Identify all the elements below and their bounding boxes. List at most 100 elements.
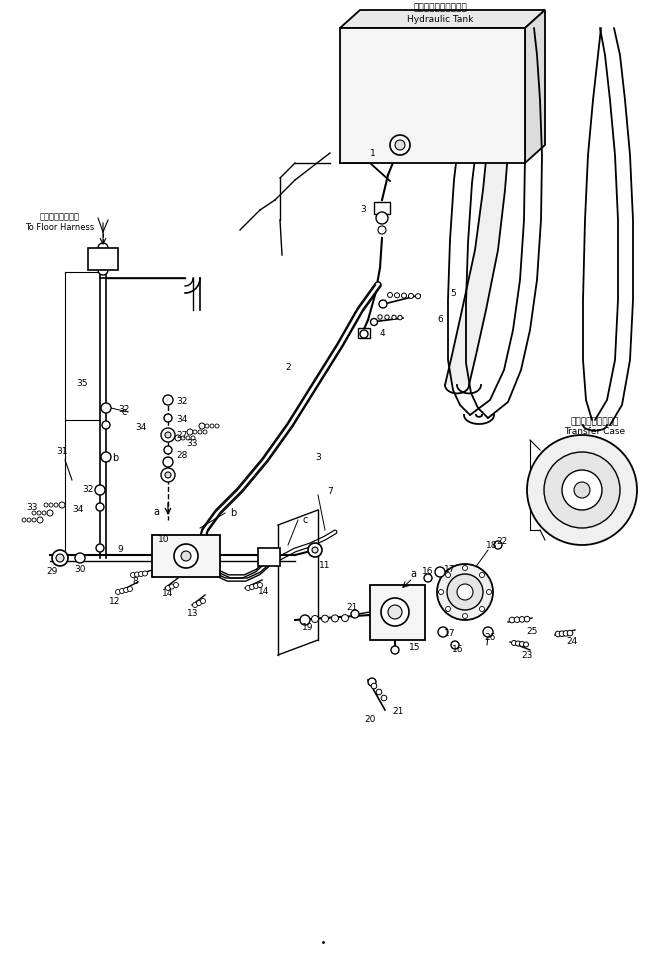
- Circle shape: [516, 641, 520, 646]
- Circle shape: [37, 517, 43, 523]
- Circle shape: [75, 553, 85, 563]
- Bar: [340, 28, 525, 163]
- Circle shape: [520, 642, 525, 646]
- Text: 18: 18: [487, 541, 498, 550]
- Circle shape: [446, 573, 450, 577]
- Circle shape: [197, 600, 201, 605]
- Text: Hydraulic Tank: Hydraulic Tank: [407, 14, 473, 24]
- Text: トランスファケース: トランスファケース: [571, 417, 619, 427]
- Circle shape: [395, 292, 399, 298]
- Text: 11: 11: [319, 560, 331, 570]
- Circle shape: [385, 315, 389, 319]
- Text: 3: 3: [360, 205, 366, 215]
- Circle shape: [135, 572, 140, 577]
- Circle shape: [395, 140, 405, 150]
- Text: ハイドロリックタンク: ハイドロリックタンク: [413, 4, 467, 12]
- Circle shape: [199, 423, 205, 429]
- Text: 19: 19: [302, 623, 314, 633]
- Circle shape: [390, 135, 410, 155]
- Circle shape: [47, 510, 53, 516]
- Circle shape: [514, 617, 520, 622]
- Circle shape: [124, 588, 129, 593]
- Text: 22: 22: [496, 537, 508, 547]
- Text: 25: 25: [526, 627, 538, 637]
- Circle shape: [574, 482, 590, 498]
- Circle shape: [164, 446, 172, 454]
- Circle shape: [381, 695, 387, 701]
- Circle shape: [250, 584, 254, 590]
- Circle shape: [483, 627, 493, 637]
- Text: 23: 23: [521, 650, 532, 660]
- Circle shape: [198, 430, 202, 434]
- Text: 33: 33: [27, 503, 38, 512]
- Circle shape: [120, 589, 124, 594]
- Polygon shape: [492, 28, 515, 65]
- Circle shape: [439, 590, 443, 595]
- Circle shape: [311, 616, 318, 622]
- Text: 5: 5: [450, 289, 456, 297]
- Circle shape: [205, 424, 209, 428]
- Circle shape: [360, 330, 368, 338]
- Text: 32: 32: [82, 485, 94, 495]
- Circle shape: [22, 518, 26, 522]
- Circle shape: [116, 590, 120, 595]
- Text: 32: 32: [118, 406, 129, 414]
- Circle shape: [308, 543, 322, 557]
- Text: 29: 29: [47, 568, 58, 576]
- Circle shape: [402, 293, 406, 298]
- Circle shape: [193, 602, 197, 607]
- Circle shape: [161, 428, 175, 442]
- Circle shape: [388, 292, 393, 297]
- Text: 33: 33: [186, 439, 198, 449]
- Text: 24: 24: [566, 638, 578, 646]
- Circle shape: [487, 590, 492, 595]
- Circle shape: [37, 511, 41, 515]
- Circle shape: [186, 436, 190, 440]
- Text: 14: 14: [258, 588, 270, 596]
- Text: 32: 32: [177, 397, 188, 407]
- Polygon shape: [483, 140, 509, 190]
- Circle shape: [351, 610, 359, 618]
- Text: 27: 27: [177, 431, 188, 439]
- Circle shape: [371, 683, 377, 689]
- Circle shape: [191, 436, 195, 440]
- Circle shape: [174, 544, 198, 568]
- Circle shape: [312, 547, 318, 553]
- Text: 8: 8: [132, 577, 138, 587]
- Circle shape: [379, 300, 387, 308]
- Circle shape: [378, 226, 386, 234]
- Text: a: a: [410, 569, 416, 579]
- Circle shape: [342, 615, 349, 621]
- Circle shape: [376, 690, 382, 695]
- Text: 34: 34: [177, 415, 188, 425]
- Bar: [152, 535, 220, 577]
- Circle shape: [54, 503, 58, 507]
- Bar: [374, 202, 390, 214]
- Text: 2: 2: [285, 363, 291, 372]
- Circle shape: [555, 631, 561, 637]
- Circle shape: [519, 617, 525, 622]
- Circle shape: [95, 485, 105, 495]
- Circle shape: [170, 584, 175, 589]
- Circle shape: [494, 541, 502, 549]
- Text: 12: 12: [109, 596, 121, 605]
- Bar: [258, 548, 280, 566]
- Circle shape: [388, 605, 402, 619]
- Circle shape: [368, 678, 376, 686]
- Circle shape: [381, 598, 409, 626]
- Text: c: c: [302, 515, 308, 525]
- Circle shape: [523, 642, 529, 647]
- Circle shape: [331, 615, 338, 621]
- Circle shape: [567, 630, 573, 636]
- Circle shape: [245, 586, 250, 591]
- Circle shape: [392, 316, 396, 319]
- Text: 16: 16: [452, 645, 464, 654]
- Circle shape: [391, 646, 399, 654]
- Polygon shape: [525, 10, 545, 163]
- Bar: [88, 248, 118, 270]
- Text: 26: 26: [485, 634, 496, 643]
- Circle shape: [32, 511, 36, 515]
- Circle shape: [215, 424, 219, 428]
- Circle shape: [32, 518, 36, 522]
- Circle shape: [210, 424, 214, 428]
